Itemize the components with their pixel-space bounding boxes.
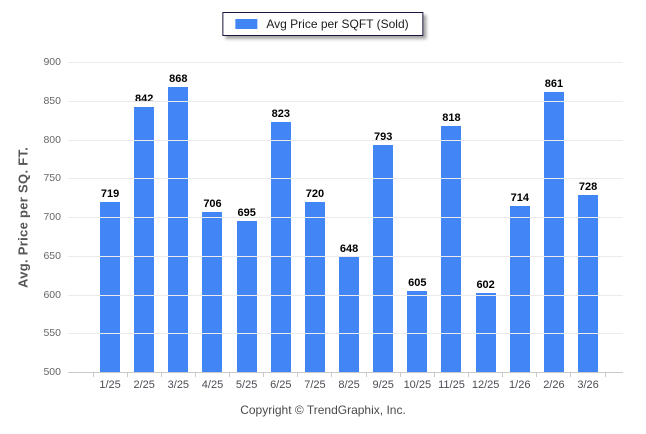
- legend: Avg Price per SQFT (Sold): [222, 12, 424, 36]
- x-axis-tick: [92, 373, 94, 377]
- bar-column: 648 8/25: [332, 62, 367, 391]
- x-axis-label: 4/25: [201, 379, 224, 391]
- bar: [441, 125, 462, 372]
- bar-value-label: 818: [442, 111, 461, 124]
- x-axis-tick: [229, 373, 231, 377]
- bar: [373, 144, 394, 372]
- gridline: [68, 62, 623, 63]
- gridline: [68, 100, 623, 102]
- bar-value-label: 861: [544, 78, 564, 91]
- x-axis-tick: [126, 373, 128, 377]
- bar: [168, 86, 189, 372]
- bar-value-label: 823: [271, 107, 290, 120]
- bar: [134, 106, 155, 372]
- bar: [509, 206, 530, 372]
- x-axis-label: 1/26: [509, 379, 531, 391]
- legend-label: Avg Price per SQFT (Sold): [266, 17, 409, 31]
- bar-value-label: 842: [135, 92, 154, 105]
- bar-value-label: 720: [305, 187, 325, 200]
- x-axis-tick: [433, 373, 435, 377]
- y-axis-tick-label: 700: [43, 211, 61, 223]
- bar-column: 818 11/25: [434, 62, 470, 391]
- x-axis-label: 3/25: [167, 379, 190, 391]
- gridline: [68, 139, 623, 141]
- bar: [543, 92, 564, 372]
- bar-value-label: 868: [169, 72, 188, 85]
- y-axis-tick-label: 500: [43, 366, 61, 378]
- bar-value-label: 648: [339, 243, 359, 256]
- gridline: [68, 333, 623, 335]
- y-axis-tick-label: 800: [43, 133, 61, 146]
- x-axis-label: 3/26: [577, 379, 599, 391]
- bar: [578, 195, 599, 372]
- copyright-text: Copyright © TrendGraphix, Inc.: [240, 403, 406, 417]
- x-axis-tick: [570, 373, 572, 377]
- bar-value-label: 719: [100, 188, 120, 201]
- bar-column: 842 2/25: [127, 62, 162, 391]
- plot-area: 719 1/25 842 2/25 868 3/25 706 4/25 695 5/25 823 6/…: [43, 56, 623, 391]
- bar: [270, 121, 291, 372]
- x-axis-tick: [194, 373, 196, 377]
- bar: [304, 201, 325, 372]
- bar: [339, 257, 360, 372]
- x-axis-label: 8/25: [338, 379, 360, 391]
- bar-column: 719 1/25: [92, 62, 128, 391]
- bar-value-label: 695: [237, 206, 256, 219]
- gridline: [68, 178, 623, 180]
- gridline: [68, 294, 623, 296]
- bar-column: 714 1/26: [503, 62, 538, 391]
- bar: [475, 292, 496, 372]
- x-axis-label: 9/25: [372, 379, 394, 391]
- x-axis-label: 7/25: [304, 379, 326, 391]
- x-axis-tick: [502, 373, 504, 377]
- y-axis-tick-label: 550: [43, 327, 61, 340]
- x-axis-label: 6/25: [270, 379, 292, 391]
- x-axis-tick: [263, 373, 265, 377]
- legend-swatch: [235, 19, 258, 29]
- y-axis-tick-label: 600: [43, 288, 61, 301]
- bar-value-label: 793: [374, 130, 393, 143]
- bar-column: 720 7/25: [298, 62, 333, 391]
- x-axis-label: 12/25: [471, 379, 500, 391]
- y-axis-tick-label: 750: [43, 172, 61, 185]
- y-axis-title: Avg. Price per SQ. FT.: [15, 146, 31, 288]
- x-axis-tick: [160, 373, 162, 377]
- y-axis-tick-label: 900: [43, 56, 61, 68]
- bar-column: 605 10/25: [400, 62, 435, 391]
- bar: [407, 290, 428, 372]
- bar: [100, 202, 121, 372]
- bar-column: 728 3/26: [571, 62, 606, 391]
- bar-value-label: 728: [578, 181, 598, 194]
- x-axis-tick: [468, 373, 470, 377]
- bar: [202, 212, 223, 372]
- y-axis-tick-label: 850: [43, 94, 61, 107]
- bar-column: 868 3/25: [161, 62, 196, 391]
- x-axis-label: 10/25: [403, 379, 432, 391]
- bar-column: 861 2/26: [537, 62, 572, 391]
- bar-column: 602 12/25: [469, 62, 504, 391]
- x-axis-label: 2/26: [543, 379, 565, 391]
- gridline: [68, 217, 623, 218]
- y-axis-tick-label: 650: [43, 249, 61, 262]
- x-axis-tick: [365, 373, 367, 377]
- x-axis-tick: [331, 373, 333, 377]
- gridline: [68, 255, 623, 257]
- bar-column: 793 9/25: [366, 62, 401, 391]
- bar-value-label: 602: [476, 278, 495, 291]
- x-axis-tick: [399, 373, 401, 377]
- x-axis-label: 2/25: [133, 379, 155, 391]
- x-axis-label: 5/25: [235, 379, 258, 391]
- bar-value-label: 706: [203, 198, 222, 211]
- x-axis-label: 11/25: [438, 379, 465, 391]
- bar-value-label: 605: [408, 276, 427, 289]
- x-axis-tick: [297, 373, 299, 377]
- x-axis-tick: [604, 373, 606, 377]
- bar: [236, 220, 257, 372]
- x-axis-tick: [536, 373, 538, 377]
- bar-column: 823 6/25: [264, 62, 299, 391]
- bar-column: 706 4/25: [195, 62, 231, 391]
- x-axis-label: 1/25: [99, 379, 121, 391]
- bar-value-label: 714: [510, 192, 529, 205]
